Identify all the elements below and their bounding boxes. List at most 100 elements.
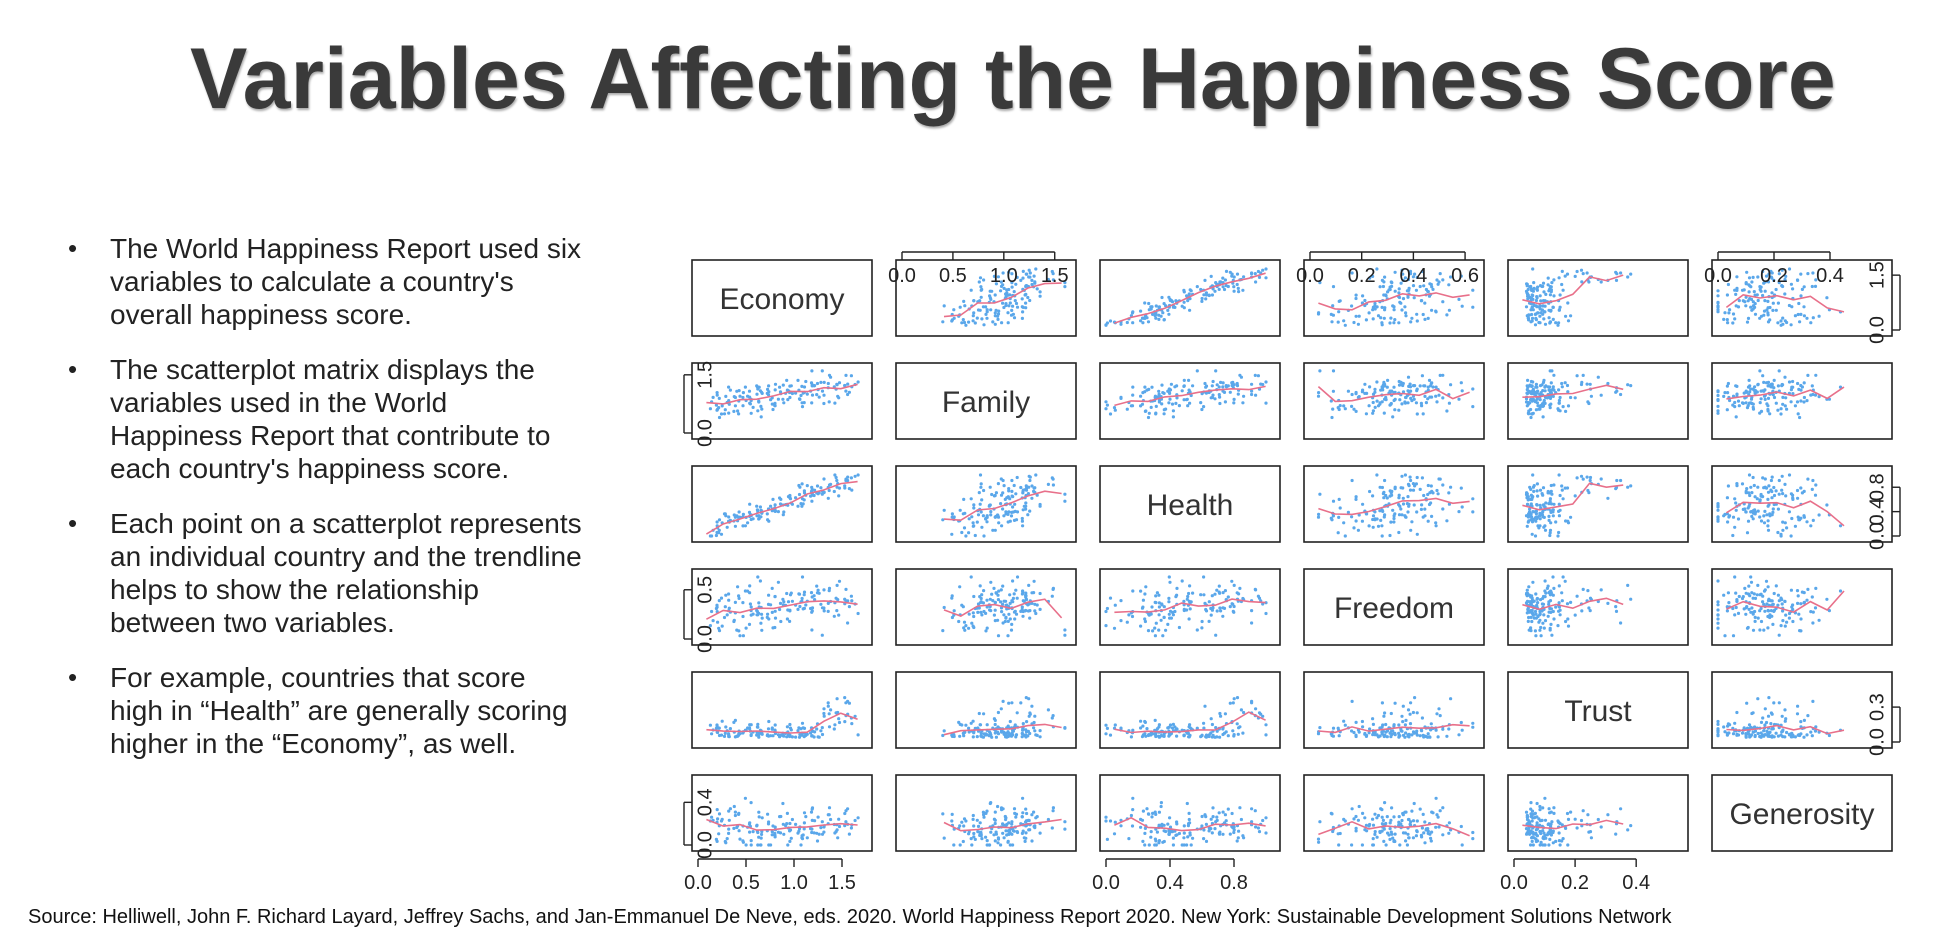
data-point	[1032, 726, 1036, 730]
data-point	[1113, 723, 1117, 727]
data-point	[1063, 820, 1067, 824]
data-point	[1195, 628, 1199, 632]
data-point	[1599, 280, 1603, 284]
data-point	[1537, 620, 1541, 624]
data-point	[1420, 404, 1424, 408]
data-point	[1188, 726, 1192, 730]
data-point	[1716, 310, 1720, 314]
data-point	[1032, 720, 1036, 725]
scatter-panel-frame	[1711, 568, 1893, 646]
data-point	[847, 390, 851, 394]
data-point	[1385, 815, 1389, 819]
data-point	[1038, 729, 1042, 733]
data-point	[1548, 499, 1552, 503]
data-point	[984, 312, 988, 316]
data-point	[952, 609, 956, 613]
data-point	[1619, 392, 1623, 397]
data-point	[1766, 280, 1771, 284]
data-point	[1397, 530, 1401, 535]
data-point	[1108, 319, 1113, 323]
data-point	[1189, 393, 1193, 398]
data-point	[1747, 491, 1751, 495]
data-point	[1185, 843, 1189, 847]
data-point	[1035, 603, 1039, 607]
data-point	[1030, 496, 1034, 500]
data-point	[1766, 497, 1770, 501]
data-point	[1224, 269, 1229, 273]
data-point	[758, 843, 762, 847]
data-point	[826, 496, 830, 500]
data-point	[1744, 732, 1748, 736]
data-point	[1556, 323, 1560, 327]
data-point	[749, 411, 753, 415]
data-point	[1538, 830, 1542, 834]
data-point	[760, 816, 764, 820]
data-point	[1796, 601, 1800, 605]
data-point	[826, 601, 830, 605]
data-point	[1350, 478, 1354, 483]
data-point	[797, 829, 801, 833]
data-point	[1382, 280, 1386, 284]
data-point	[1202, 593, 1206, 597]
data-point	[767, 843, 771, 847]
data-point	[1716, 294, 1720, 298]
data-point	[1548, 837, 1552, 842]
data-point	[1796, 515, 1800, 519]
data-point	[1408, 385, 1413, 389]
data-point	[1237, 290, 1241, 294]
data-point	[1549, 592, 1553, 596]
data-point	[1434, 394, 1438, 398]
data-point	[1420, 716, 1424, 720]
data-point	[1380, 829, 1384, 833]
data-point	[1398, 398, 1402, 402]
data-point	[1376, 813, 1381, 818]
data-point	[786, 843, 790, 847]
data-point	[1210, 735, 1214, 739]
data-point	[1346, 510, 1350, 514]
data-point	[1242, 275, 1246, 279]
data-point	[1026, 492, 1030, 496]
data-point	[1403, 276, 1407, 280]
data-point	[1753, 495, 1757, 499]
data-point	[746, 521, 750, 525]
data-point	[1783, 624, 1787, 628]
data-point	[804, 379, 808, 384]
data-point	[1548, 320, 1553, 324]
data-point	[1799, 629, 1803, 633]
data-point	[1745, 320, 1750, 324]
data-point	[1367, 524, 1371, 528]
data-point	[788, 839, 792, 844]
data-point	[1028, 509, 1032, 513]
data-point	[1536, 601, 1540, 605]
data-point	[1250, 701, 1254, 705]
data-point	[1250, 609, 1254, 613]
data-point	[1547, 316, 1551, 320]
data-point	[1560, 839, 1564, 843]
diagonal-cell-frame	[895, 362, 1077, 440]
data-point	[1551, 305, 1555, 309]
data-point	[794, 496, 798, 500]
data-point	[984, 835, 988, 839]
data-point	[1556, 407, 1560, 411]
data-point	[985, 839, 989, 843]
data-point	[972, 299, 976, 303]
data-point	[1130, 614, 1135, 619]
data-point	[1239, 817, 1243, 822]
data-point	[982, 323, 986, 327]
trendline	[943, 598, 1063, 619]
data-point	[1146, 629, 1151, 633]
data-point	[1010, 308, 1014, 312]
data-point	[835, 609, 839, 613]
data-point	[999, 707, 1003, 711]
data-point	[717, 726, 721, 730]
data-point	[1750, 280, 1754, 284]
data-point	[1747, 473, 1752, 477]
data-point	[1235, 384, 1240, 388]
data-point	[1371, 514, 1376, 518]
data-point	[1164, 628, 1168, 632]
data-point	[1360, 390, 1364, 394]
data-point	[1726, 381, 1730, 386]
data-point	[1763, 733, 1767, 737]
data-point	[1199, 401, 1203, 405]
data-point	[1012, 483, 1016, 488]
